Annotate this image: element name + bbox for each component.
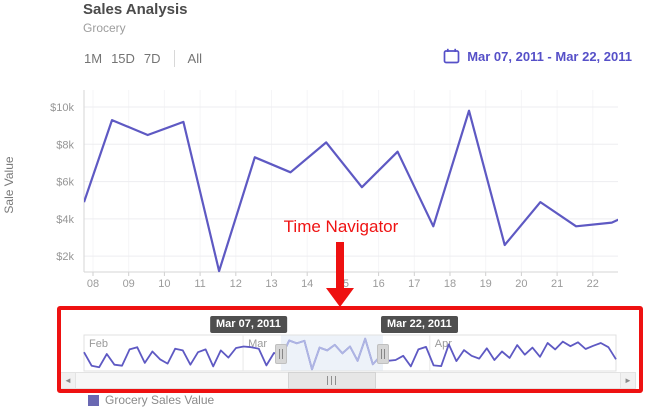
scroll-right-icon: ►: [624, 376, 632, 385]
svg-text:$4k: $4k: [56, 214, 74, 226]
period-button-all[interactable]: All: [187, 51, 202, 66]
page-subtitle: Grocery: [83, 21, 126, 35]
navigator-right-handle[interactable]: [376, 344, 389, 364]
navigator-scrollbar-thumb[interactable]: [287, 372, 376, 389]
svg-text:09: 09: [123, 278, 135, 290]
svg-text:12: 12: [230, 278, 242, 290]
svg-text:18: 18: [444, 278, 456, 290]
period-button-7d[interactable]: 7D: [143, 51, 161, 66]
date-range-picker[interactable]: Mar 07, 2011 - Mar 22, 2011: [437, 47, 638, 65]
navigator-end-tooltip: Mar 22, 2011: [380, 316, 458, 333]
navigator-left-handle[interactable]: [274, 344, 287, 364]
period-selector: 1M 15D 7D All: [84, 50, 202, 67]
svg-text:$10k: $10k: [50, 102, 74, 114]
svg-text:17: 17: [408, 278, 420, 290]
svg-text:13: 13: [265, 278, 277, 290]
scroll-right-button[interactable]: ►: [620, 372, 636, 389]
svg-text:08: 08: [87, 278, 99, 290]
svg-text:15: 15: [337, 278, 349, 290]
svg-text:$6k: $6k: [56, 177, 74, 189]
range-grip-icon: [281, 349, 283, 359]
legend-label: Grocery Sales Value: [105, 393, 215, 407]
calendar-icon: [443, 48, 460, 64]
svg-text:21: 21: [551, 278, 563, 290]
range-grip-icon: [380, 349, 382, 359]
period-button-15d[interactable]: 15D: [111, 51, 135, 66]
thumb-grip-icon: [331, 376, 333, 385]
svg-text:19: 19: [480, 278, 492, 290]
svg-text:16: 16: [372, 278, 384, 290]
legend-item-grocery[interactable]: Grocery Sales Value: [88, 393, 214, 407]
svg-text:20: 20: [515, 278, 527, 290]
svg-text:Feb: Feb: [89, 338, 108, 350]
svg-text:11: 11: [194, 278, 205, 290]
svg-text:22: 22: [587, 278, 599, 290]
scroll-left-button[interactable]: ◄: [60, 372, 76, 389]
navigator-start-tooltip: Mar 07, 2011: [209, 316, 287, 333]
main-chart[interactable]: 08 09 10 11 12 13 14 15 16 17 18 19 20 21 22 $2k $4k $6k $…: [0, 0, 650, 300]
period-button-1m[interactable]: 1M: [84, 51, 103, 66]
range-grip-icon: [383, 349, 385, 359]
svg-text:10: 10: [158, 278, 170, 290]
range-grip-icon: [278, 349, 280, 359]
legend-swatch-icon: [88, 394, 99, 406]
svg-text:$2k: $2k: [56, 251, 74, 263]
page-title: Sales Analysis: [83, 1, 188, 18]
navigator-chart[interactable]: Feb Mar Apr: [0, 300, 650, 400]
scroll-left-icon: ◄: [64, 376, 72, 385]
date-range-label: Mar 07, 2011 - Mar 22, 2011: [467, 48, 632, 64]
period-divider: [173, 50, 175, 67]
thumb-grip-icon: [327, 376, 329, 385]
svg-text:14: 14: [301, 278, 313, 290]
thumb-grip-icon: [335, 376, 337, 385]
svg-text:$8k: $8k: [56, 139, 74, 151]
